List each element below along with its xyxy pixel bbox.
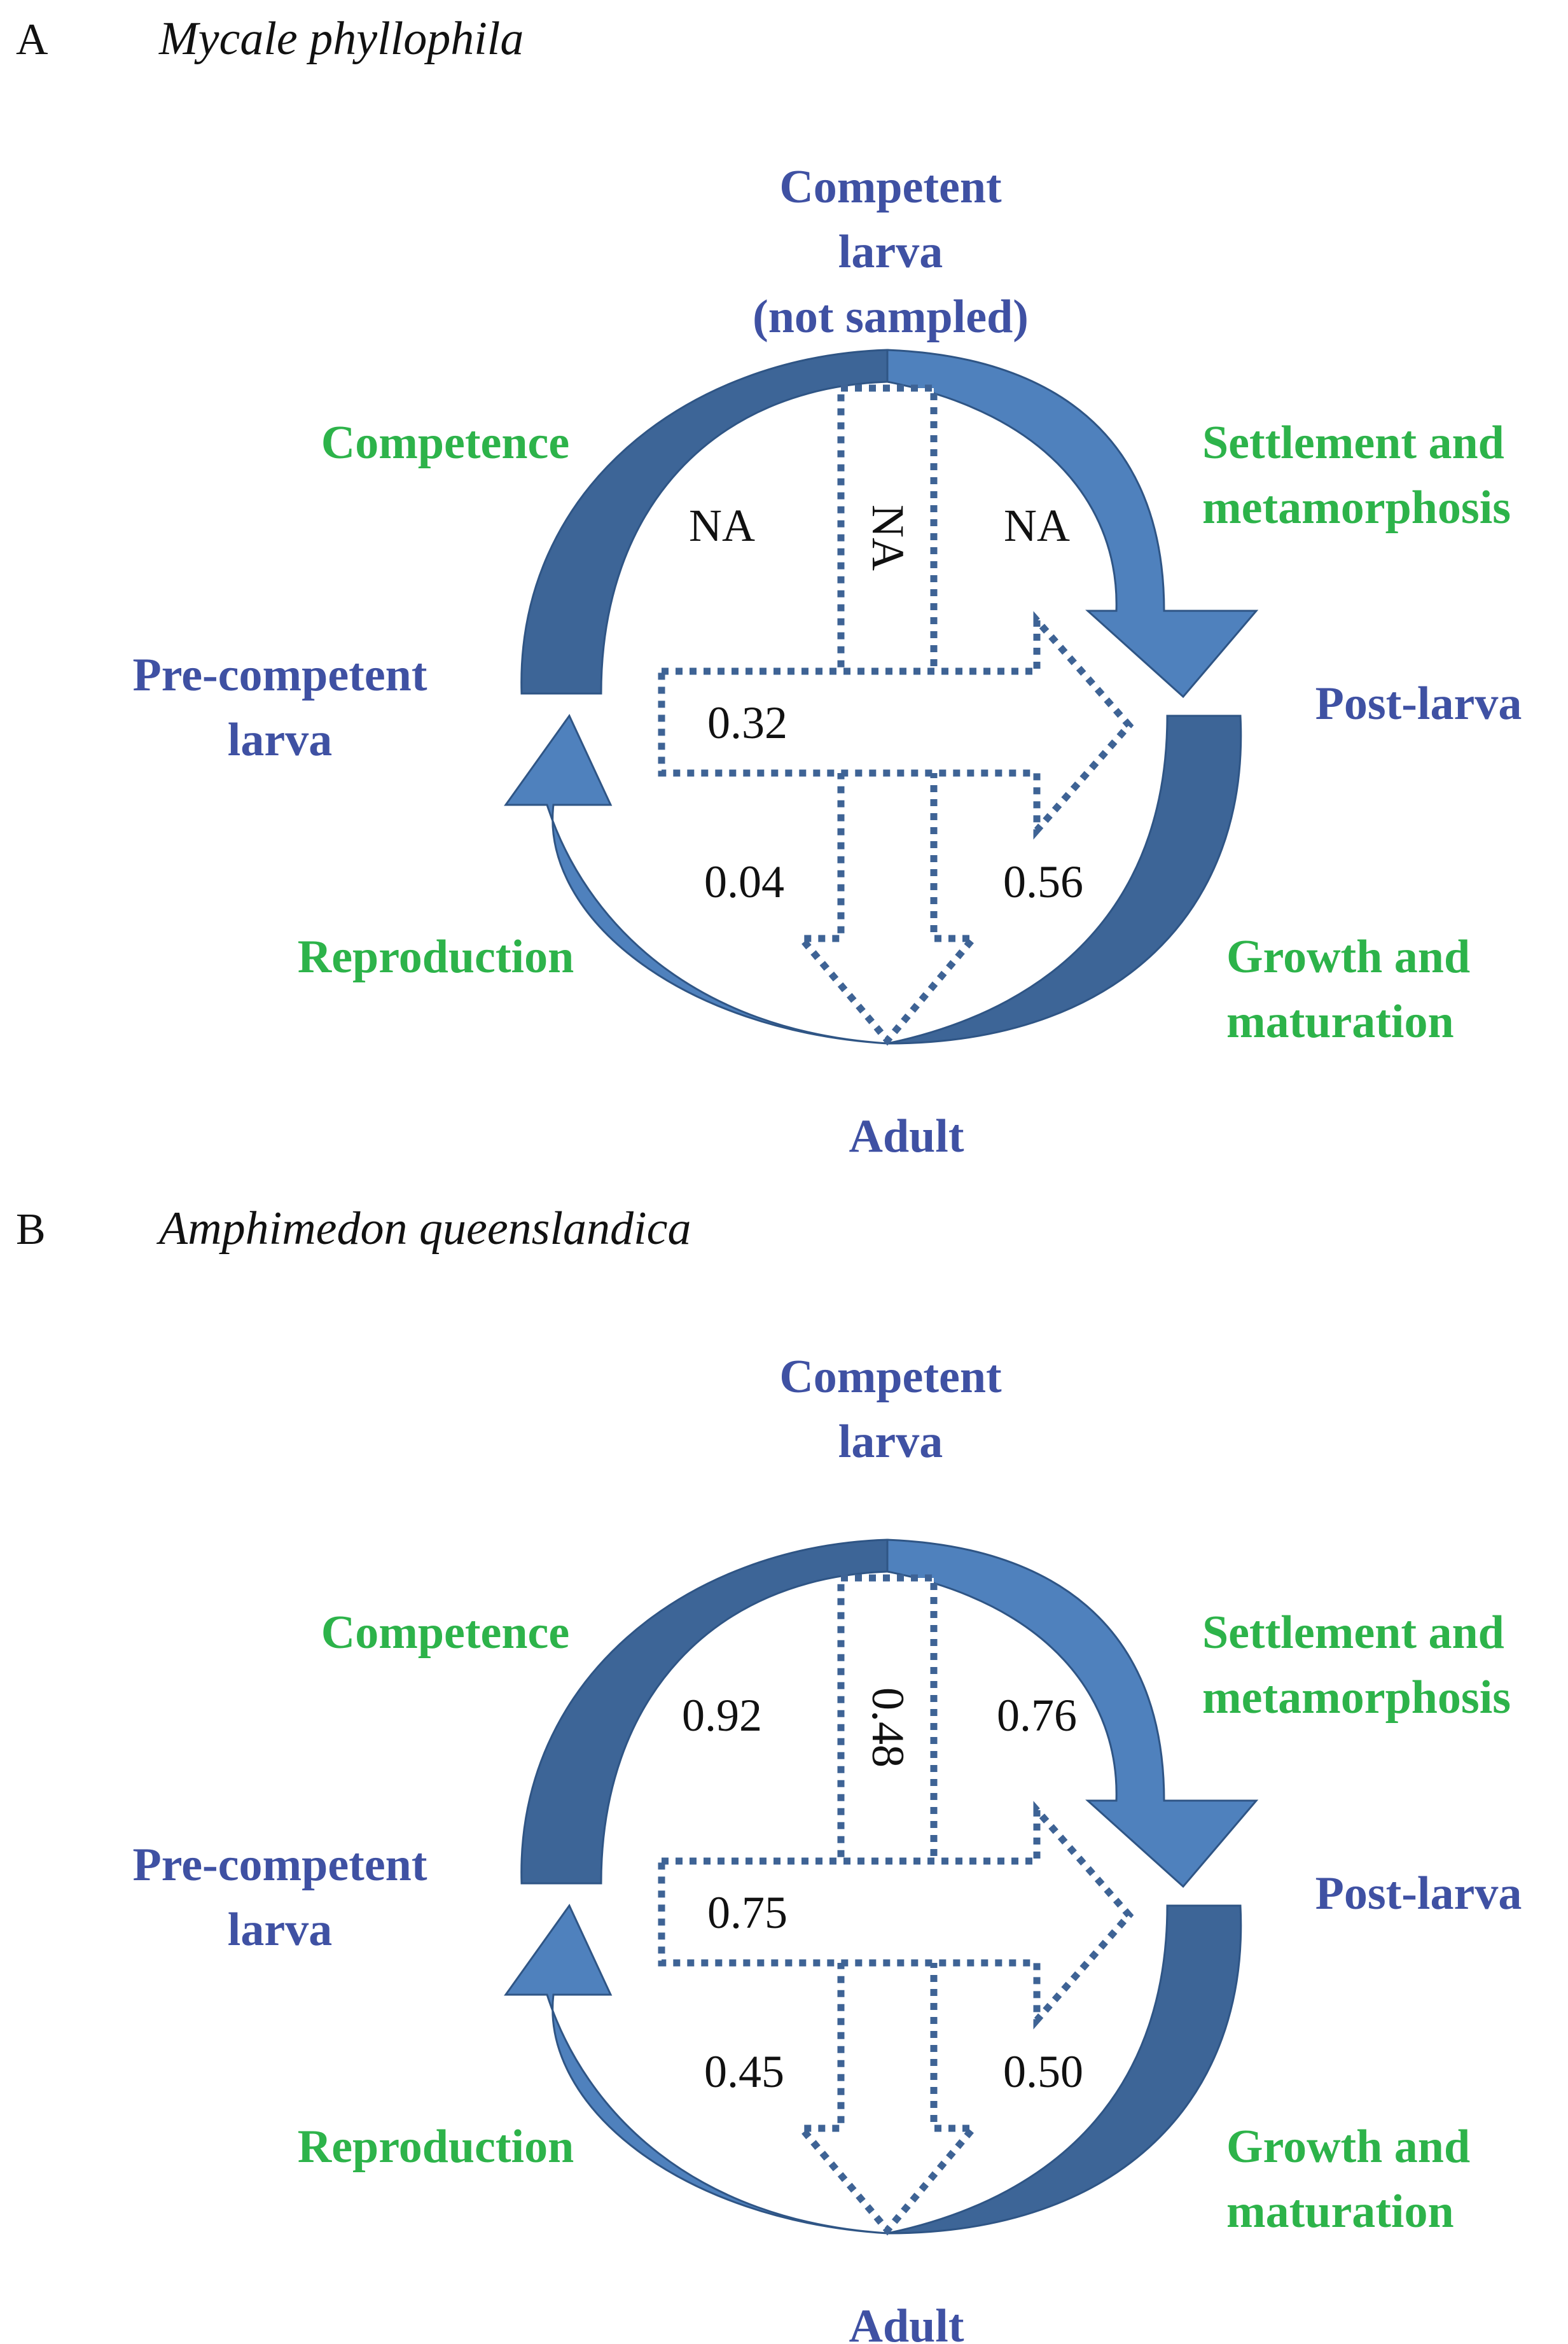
value-vertical: NA <box>863 505 913 571</box>
value-horizontal: 0.75 <box>707 1887 787 1938</box>
life-cycle-arrows <box>506 1540 1256 2233</box>
process-label-reproduction: Reproduction <box>298 931 574 983</box>
stage-label-right: Post-larva <box>1315 678 1522 730</box>
value-growth: 0.56 <box>1003 856 1083 907</box>
value-settlement: 0.76 <box>997 1690 1077 1741</box>
value-reproduction: 0.04 <box>704 856 784 907</box>
stage-label-top: larva <box>838 1416 943 1468</box>
value-settlement: NA <box>1004 500 1070 551</box>
stage-label-left: larva <box>228 1904 332 1956</box>
value-vertical: 0.48 <box>863 1687 913 1768</box>
process-label-reproduction: Reproduction <box>298 2121 574 2173</box>
value-horizontal: 0.32 <box>707 697 787 748</box>
stage-label-top: (not sampled) <box>753 291 1029 343</box>
stage-label-right: Post-larva <box>1315 1867 1522 1920</box>
stage-label-bottom: Adult <box>849 1110 964 1162</box>
process-label-settlement: metamorphosis <box>1202 1671 1511 1724</box>
panel-a: A Mycale phyllophila Competent larva (not sa… <box>16 13 1522 1162</box>
process-label-growth: Growth and <box>1226 2121 1470 2173</box>
process-label-growth: maturation <box>1226 996 1454 1048</box>
panel-letter: B <box>16 1205 46 1254</box>
value-growth: 0.50 <box>1003 2046 1083 2097</box>
process-label-competence: Competence <box>321 417 569 469</box>
stage-label-left: Pre-competent <box>133 649 427 701</box>
value-competence: NA <box>689 500 755 551</box>
panel-b: B Amphimedon queenslandica Competent larva P… <box>16 1203 1522 2344</box>
value-competence: 0.92 <box>682 1690 762 1741</box>
process-label-settlement: Settlement and <box>1202 417 1504 469</box>
stage-label-left: Pre-competent <box>133 1839 427 1891</box>
stage-label-top: Competent <box>779 161 1002 213</box>
stage-label-top: larva <box>838 226 943 278</box>
stage-label-left: larva <box>228 714 332 766</box>
species-name: Amphimedon queenslandica <box>156 1203 691 1255</box>
process-label-settlement: Settlement and <box>1202 1607 1504 1659</box>
species-name: Mycale phyllophila <box>158 13 524 65</box>
panel-letter: A <box>16 15 48 64</box>
process-label-growth: maturation <box>1226 2186 1454 2238</box>
process-label-competence: Competence <box>321 1607 569 1659</box>
life-cycle-arrows <box>506 350 1256 1043</box>
stage-label-top: Competent <box>779 1351 1002 1403</box>
stage-label-bottom: Adult <box>849 2300 964 2344</box>
process-label-settlement: metamorphosis <box>1202 482 1511 534</box>
value-reproduction: 0.45 <box>704 2046 784 2097</box>
process-label-growth: Growth and <box>1226 931 1470 983</box>
